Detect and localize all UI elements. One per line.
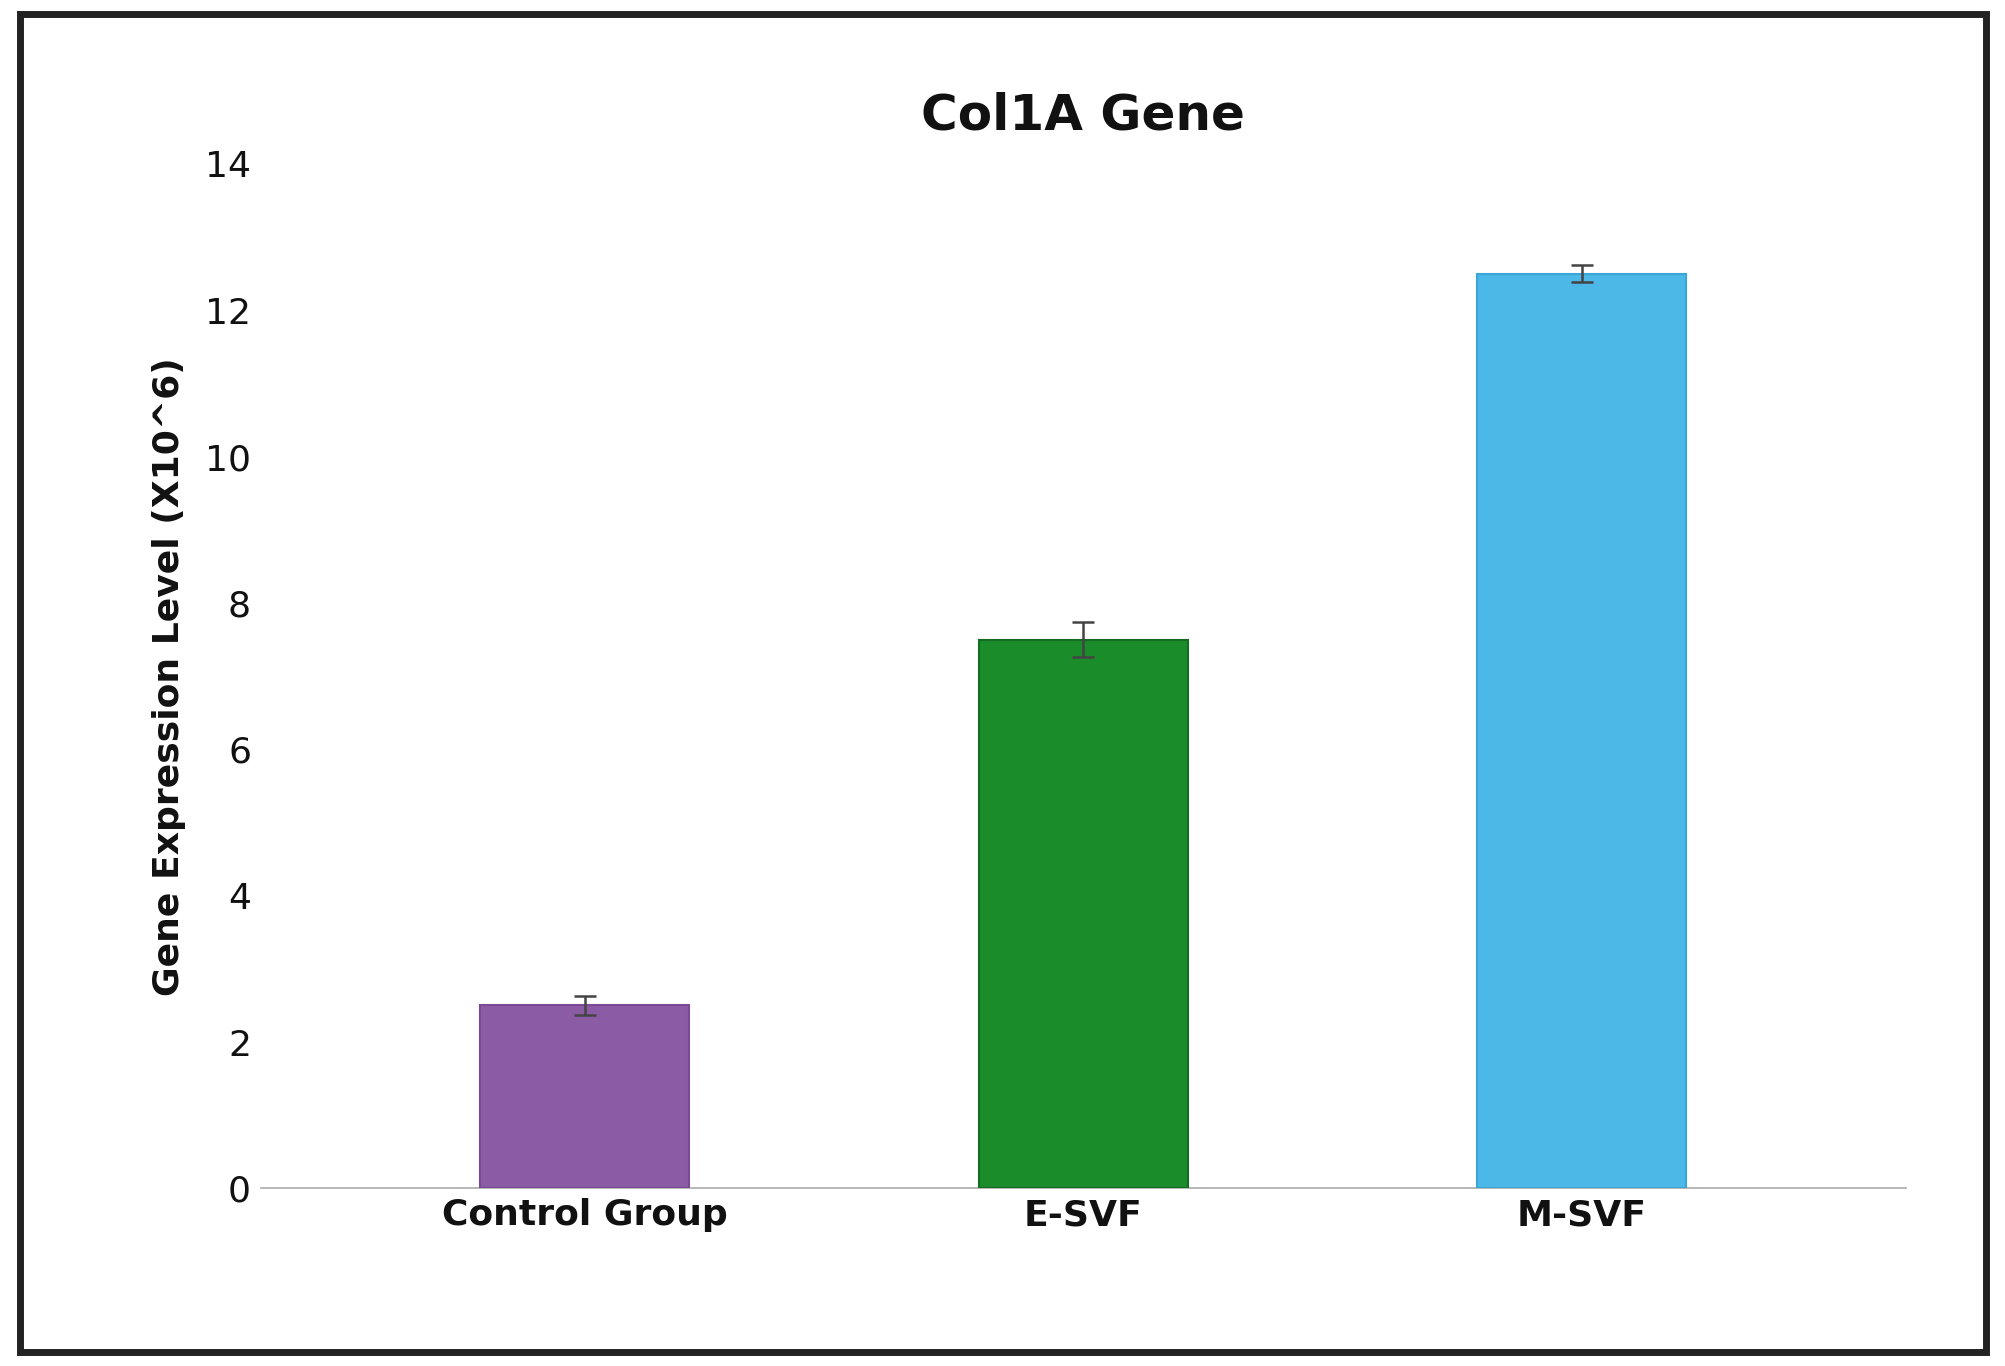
Bar [978, 639, 1187, 1188]
Title: Col1A Gene: Col1A Gene [920, 92, 1245, 139]
Bar [1476, 273, 1686, 1188]
Y-axis label: Gene Expression Level (X10^6): Gene Expression Level (X10^6) [152, 357, 186, 996]
Bar [479, 1005, 690, 1188]
